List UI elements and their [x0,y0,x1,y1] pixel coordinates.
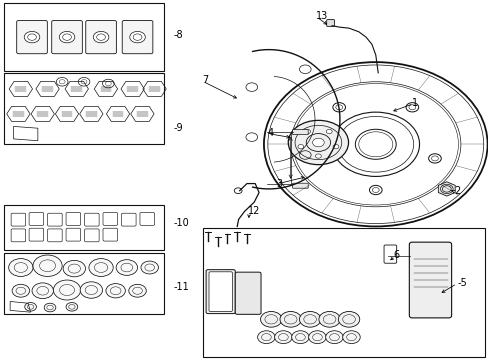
Circle shape [89,258,113,276]
Circle shape [44,303,56,312]
Circle shape [80,282,102,298]
FancyBboxPatch shape [122,21,153,54]
Circle shape [12,284,30,297]
Circle shape [260,311,282,327]
FancyBboxPatch shape [235,272,261,314]
Circle shape [309,154,322,163]
Circle shape [342,331,360,343]
Text: -9: -9 [173,123,183,133]
Bar [203,228,484,357]
FancyBboxPatch shape [17,21,47,54]
Circle shape [280,311,301,327]
FancyBboxPatch shape [208,272,232,311]
Circle shape [93,31,109,43]
Circle shape [32,283,53,298]
Text: 12: 12 [248,206,260,216]
Bar [4,3,164,71]
Circle shape [129,31,145,43]
Text: -5: -5 [457,278,466,288]
Circle shape [25,302,36,311]
Bar [4,73,164,144]
FancyBboxPatch shape [52,21,82,54]
Circle shape [297,145,303,149]
Circle shape [59,31,75,43]
Circle shape [325,129,331,134]
Text: 6: 6 [393,250,399,260]
Circle shape [325,331,343,343]
FancyBboxPatch shape [408,242,451,318]
FancyBboxPatch shape [326,19,334,26]
Circle shape [304,129,310,134]
Circle shape [332,103,345,112]
Circle shape [66,302,78,311]
Polygon shape [437,182,454,196]
Circle shape [274,331,291,343]
Circle shape [9,258,33,276]
Circle shape [299,311,320,327]
Circle shape [332,145,338,149]
FancyBboxPatch shape [85,21,116,54]
Circle shape [338,311,359,327]
Circle shape [318,311,340,327]
Circle shape [369,185,381,195]
FancyBboxPatch shape [292,130,307,135]
Circle shape [24,31,40,43]
Circle shape [405,103,418,112]
Circle shape [53,280,81,300]
Bar [4,205,164,249]
Text: 13: 13 [315,11,327,21]
Text: 7: 7 [201,75,207,85]
Circle shape [287,120,348,165]
Circle shape [128,284,146,297]
Text: 4: 4 [267,128,273,138]
Text: -8: -8 [174,30,183,40]
Circle shape [63,260,85,277]
Circle shape [308,331,325,343]
Circle shape [33,255,62,276]
Circle shape [141,261,158,274]
Circle shape [257,331,275,343]
FancyBboxPatch shape [292,183,307,188]
FancyBboxPatch shape [205,270,235,314]
Circle shape [291,331,308,343]
Text: -10: -10 [173,218,189,228]
Bar [4,253,164,314]
Text: -11: -11 [173,282,189,292]
Circle shape [428,154,440,163]
Circle shape [106,284,125,298]
Circle shape [315,154,321,158]
Text: 3: 3 [276,179,282,189]
Text: 1: 1 [411,98,418,108]
Text: 2: 2 [454,186,460,196]
Circle shape [116,260,137,275]
Circle shape [312,138,324,147]
